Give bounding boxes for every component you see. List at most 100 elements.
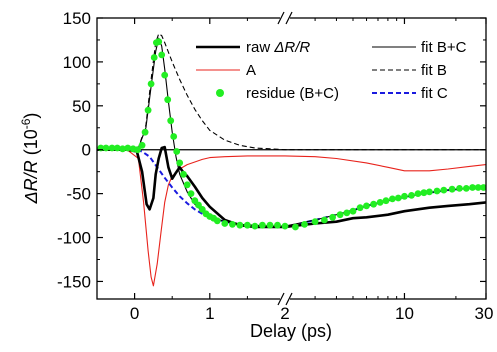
legend-label-fitB: fit B (421, 62, 447, 79)
residue-point (301, 221, 308, 228)
series-layer (97, 33, 486, 287)
y-tick-label: -150 (57, 272, 91, 291)
legend-label-raw: raw ΔR/R (246, 39, 310, 56)
residue-point (259, 221, 266, 229)
residue-point (161, 71, 169, 79)
residue-point (292, 223, 299, 231)
residue-point (113, 144, 121, 152)
residue-point (102, 144, 110, 152)
y-tick-label: -50 (66, 185, 91, 204)
axis-break-mark (285, 11, 293, 25)
residue-point (469, 184, 476, 191)
y-axis-title-main: ΔR/R (21, 160, 41, 204)
residue-point (244, 221, 251, 229)
axis-break-mark (285, 292, 293, 306)
residue-point (266, 221, 274, 229)
x-tick-label: 2 (280, 304, 289, 323)
x-tick-label: 30 (475, 304, 494, 323)
residue-point (382, 197, 390, 205)
residue-point (336, 211, 344, 219)
axis-break-mark (277, 292, 285, 306)
residue-point (176, 159, 184, 167)
residue-point (274, 221, 281, 229)
residue-point (164, 96, 172, 104)
residue-point (329, 213, 336, 221)
axis-layer: 150 100 50 0 -50 -100 -150 0 1 2 10 30 (57, 9, 493, 323)
residue-point (141, 128, 149, 136)
series-line-fitB (97, 33, 486, 151)
residue-point (370, 200, 377, 208)
y-tick-label: 0 (82, 141, 91, 160)
residue-point (448, 185, 456, 193)
residue-point (311, 218, 319, 226)
legend-label-fitC: fit C (421, 85, 448, 102)
residue-point (408, 192, 415, 199)
residue-point (180, 170, 187, 178)
residue-point (213, 217, 221, 225)
legend-swatch-residue (216, 89, 224, 97)
residue-point (155, 38, 163, 46)
legend-label-A: A (246, 62, 256, 79)
y-axis-title-exponent: -6 (19, 118, 33, 129)
x-tick-label: 10 (395, 304, 414, 323)
residue-point (138, 141, 146, 149)
series-line-raw (97, 145, 486, 229)
residue-point (462, 185, 470, 192)
residue-point (426, 188, 433, 196)
residue-point (221, 220, 229, 227)
residue-point (389, 195, 396, 203)
residue-point (119, 145, 126, 153)
y-tick-label: 100 (63, 53, 91, 72)
series-line-A (97, 149, 486, 287)
residue-point (134, 146, 142, 154)
residue-point (394, 194, 402, 202)
y-axis-title-unit: (10 (21, 129, 41, 155)
residue-point (440, 186, 448, 194)
residue-point (401, 192, 408, 200)
residue-point (147, 80, 155, 88)
residue-point (173, 148, 181, 155)
y-axis-title: ΔR/R (10-6) (19, 113, 41, 205)
residue-point (150, 54, 158, 61)
residue-point (167, 117, 175, 125)
y-tick-label: 150 (63, 9, 91, 28)
y-tick-label: -100 (57, 229, 91, 248)
y-tick-label: 50 (72, 97, 91, 116)
residue-point (480, 184, 486, 191)
residue-point (356, 204, 364, 212)
x-tick-label: 1 (205, 304, 214, 323)
axis-break-mark (277, 11, 285, 25)
residue-point (349, 207, 357, 215)
residue-point (236, 221, 244, 229)
residue-point (321, 216, 328, 224)
residue-point (183, 181, 191, 189)
legend-label-fitBC: fit B+C (421, 39, 467, 56)
residue-point (456, 185, 463, 192)
residue-point (251, 222, 259, 230)
residue-point (376, 199, 384, 206)
residue-point (195, 201, 202, 209)
residue-point (144, 106, 152, 114)
residue-point (420, 189, 428, 197)
residue-point (414, 190, 422, 198)
axis-break-gap (280, 11, 290, 25)
residue-point (158, 51, 166, 59)
legend-label-residue: residue (B+C) (246, 85, 339, 102)
residue-point (187, 190, 195, 198)
residue-point (229, 221, 236, 228)
axis-break-gap (280, 292, 290, 306)
residue-point (474, 184, 482, 191)
residue-point (433, 187, 441, 195)
x-tick-label: 0 (130, 304, 139, 323)
plot-frame (96, 17, 487, 300)
residue-point (363, 202, 370, 210)
residue-point (108, 144, 116, 152)
x-axis-title: Delay (ps) (250, 321, 332, 341)
residue-point (343, 209, 351, 217)
residue-point (281, 222, 289, 230)
y-axis-title-close: ) (21, 113, 41, 119)
residue-point (170, 133, 178, 140)
residue-point (124, 144, 132, 152)
